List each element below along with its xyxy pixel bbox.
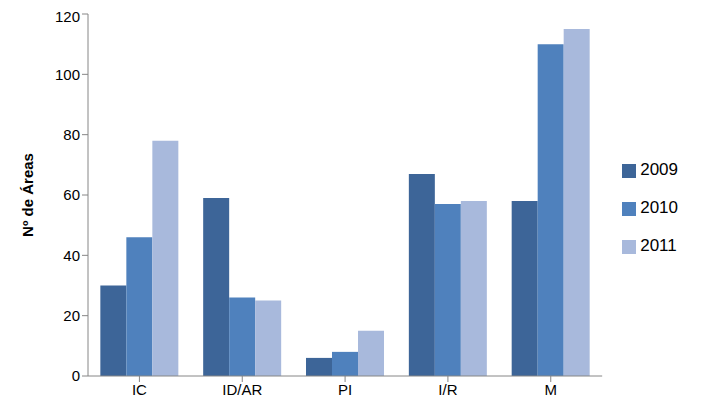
svg-text:40: 40 [63, 247, 80, 264]
svg-text:IC: IC [132, 381, 147, 398]
svg-text:100: 100 [55, 66, 80, 83]
html-text:2009: 2009 [640, 160, 678, 179]
svg-text:80: 80 [63, 126, 80, 143]
html-text:2010: 2010 [640, 198, 678, 217]
svg-text:120: 120 [55, 8, 80, 25]
svg-text:0: 0 [72, 367, 80, 384]
html-text:2011: 2011 [640, 236, 677, 255]
svg-text:60: 60 [63, 186, 80, 203]
svg-text:M: M [545, 381, 558, 398]
svg-text:I/R: I/R [438, 381, 457, 398]
svg-text:PI: PI [338, 381, 352, 398]
svg-text:Nº de Áreas: Nº de Áreas [19, 153, 36, 237]
svg-text:ID/AR: ID/AR [222, 381, 262, 398]
svg-text:20: 20 [63, 307, 80, 324]
